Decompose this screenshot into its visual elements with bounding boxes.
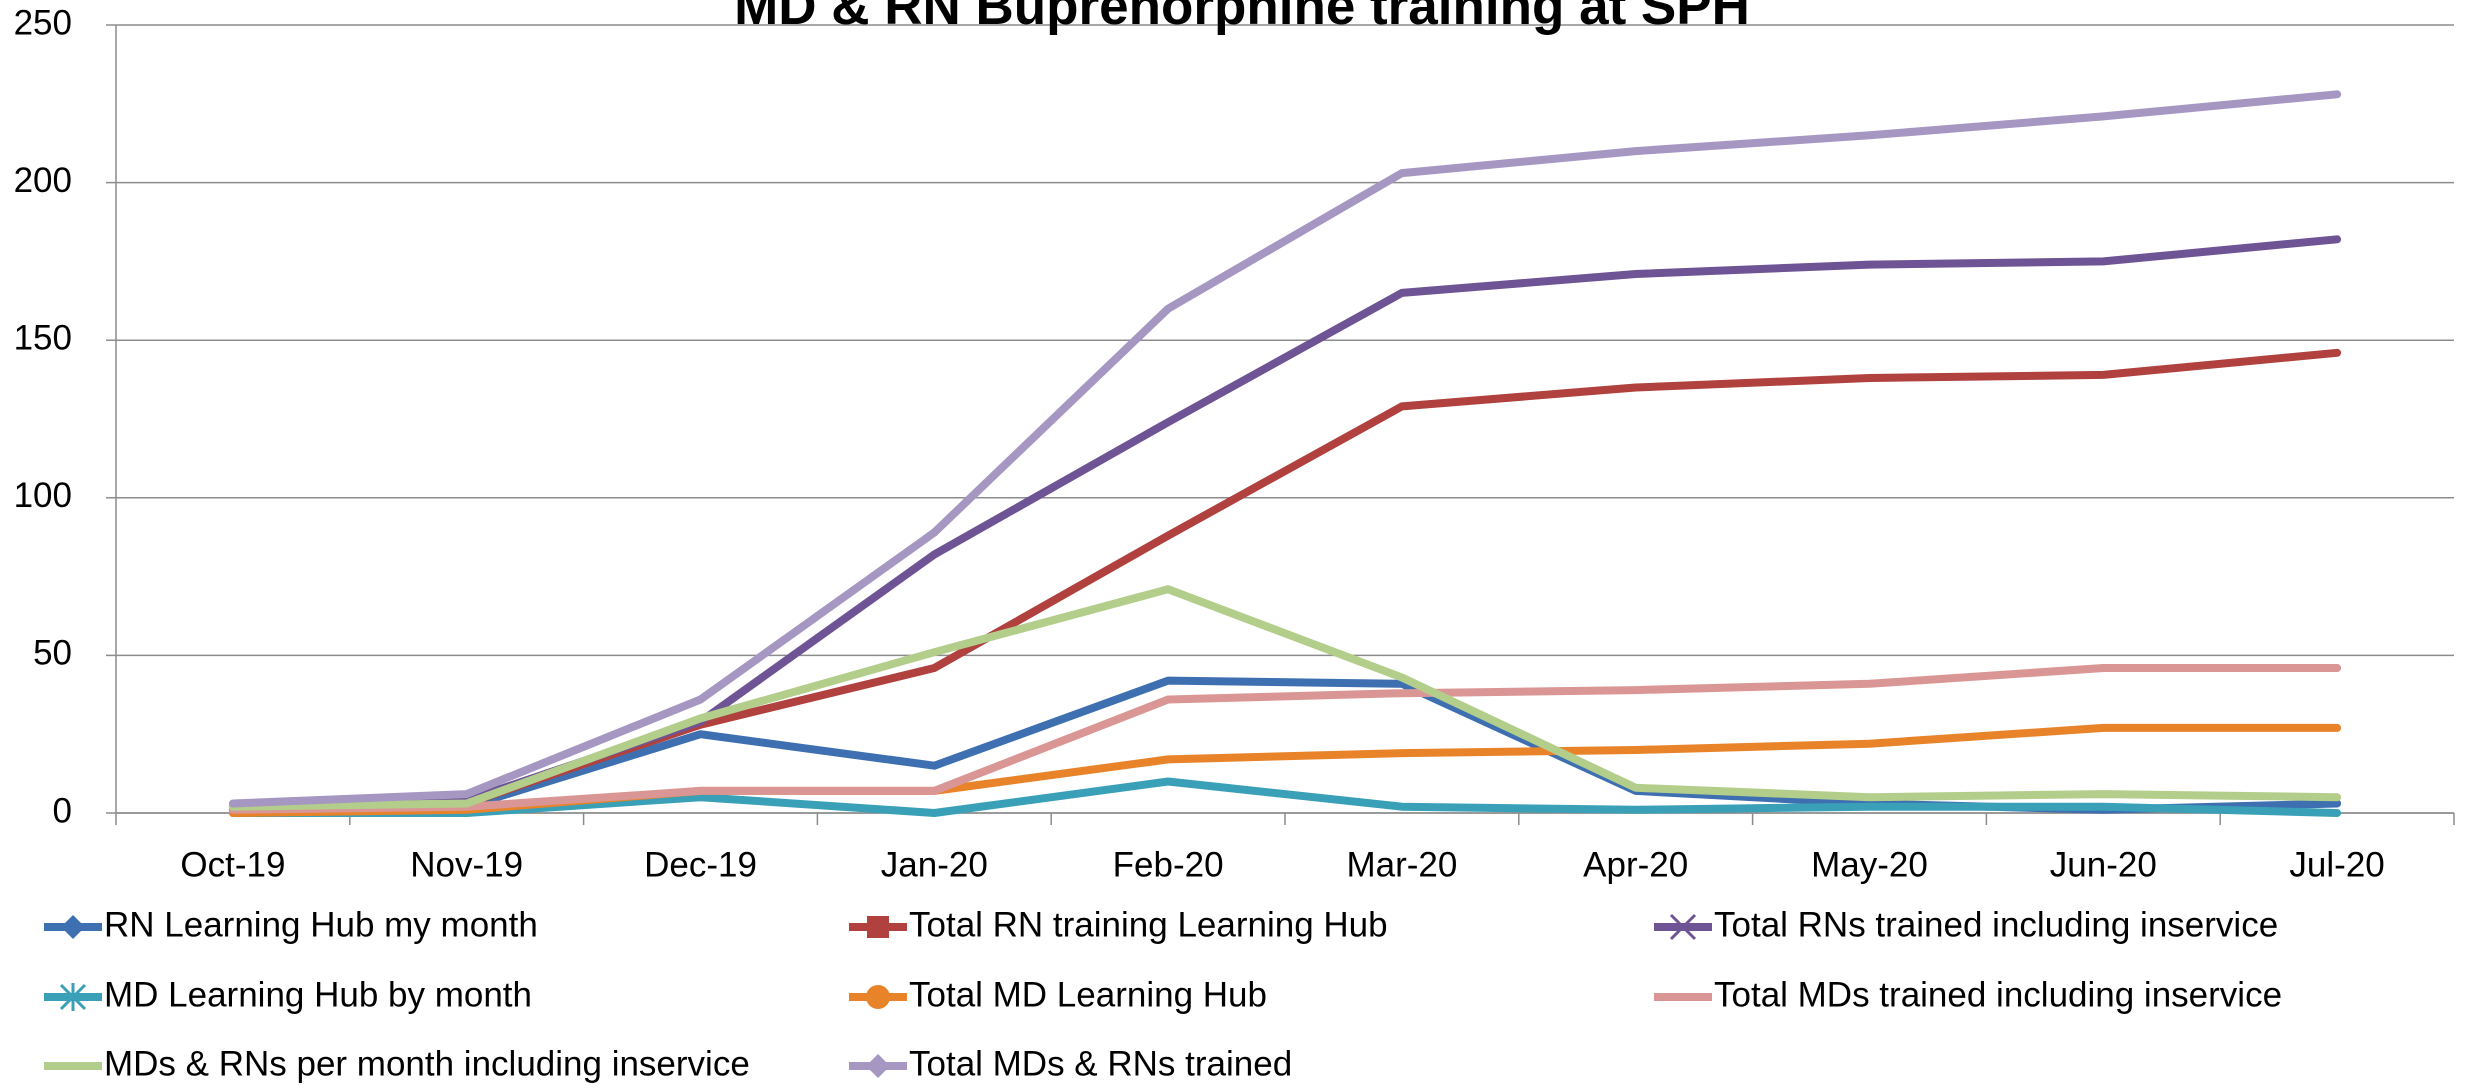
legend-marker (61, 915, 85, 939)
legend-item: Total RN training Learning Hub (849, 905, 1388, 944)
legend-marker (866, 985, 890, 1009)
x-tick-label: Jun-20 (2050, 845, 2157, 884)
x-tick-label: Nov-19 (410, 845, 523, 884)
legend-label: Total MDs trained including inservice (1714, 975, 2282, 1014)
x-tick-label: Oct-19 (180, 845, 285, 884)
legend-label: RN Learning Hub my month (104, 905, 538, 944)
legend-item: MD Learning Hub by month (44, 975, 532, 1014)
x-tick-label: Jul-20 (2289, 845, 2384, 884)
plot-lines (228, 90, 2342, 817)
x-tick-label: May-20 (1811, 845, 1928, 884)
legend-label: MD Learning Hub by month (104, 975, 532, 1014)
x-tick-label: Jan-20 (881, 845, 988, 884)
legend-label: Total MD Learning Hub (909, 975, 1267, 1014)
legend-marker (867, 916, 889, 938)
legend-marker (1669, 913, 1697, 941)
y-tick-label: 250 (14, 3, 72, 42)
chart-title: MD & RN Buprenorphine training at SPH (734, 0, 1750, 36)
x-tick-label: Mar-20 (1346, 845, 1457, 884)
series-line (228, 348, 2342, 814)
axes: 0 50 100 150 200 250 Oct-19 Nov-19 Dec-19 Jan-20 F… (14, 3, 2455, 884)
legend-item: RN Learning Hub my month (44, 905, 538, 944)
series-line (228, 664, 2342, 814)
legend-label: Total RN training Learning Hub (909, 905, 1388, 944)
y-tick-label: 100 (14, 476, 72, 515)
series-line (228, 235, 2342, 811)
y-tick-label: 150 (14, 318, 72, 357)
legend-item: Total MDs trained including inservice (1654, 975, 2282, 1014)
legend: RN Learning Hub my month Total RN trainin… (44, 905, 2282, 1083)
legend-label: MDs & RNs per month including inservice (104, 1044, 750, 1083)
legend-item: Total MD Learning Hub (849, 975, 1267, 1014)
x-tick-label: Apr-20 (1583, 845, 1688, 884)
series-line (228, 585, 2342, 811)
legend-item: Total RNs trained including inservice (1654, 905, 2278, 944)
x-tick-label: Feb-20 (1113, 845, 1224, 884)
legend-marker (59, 983, 87, 1011)
legend-label: Total MDs & RNs trained (909, 1044, 1292, 1083)
series-line (228, 90, 2342, 808)
x-tick-label: Dec-19 (644, 845, 757, 884)
y-tick-label: 0 (53, 791, 72, 830)
series-line (228, 777, 2342, 817)
legend-item: Total MDs & RNs trained (849, 1044, 1292, 1083)
legend-label: Total RNs trained including inservice (1714, 905, 2278, 944)
y-tick-label: 200 (14, 161, 72, 200)
y-tick-label: 50 (33, 634, 72, 673)
legend-marker (866, 1054, 890, 1078)
legend-item: MDs & RNs per month including inservice (44, 1044, 750, 1083)
